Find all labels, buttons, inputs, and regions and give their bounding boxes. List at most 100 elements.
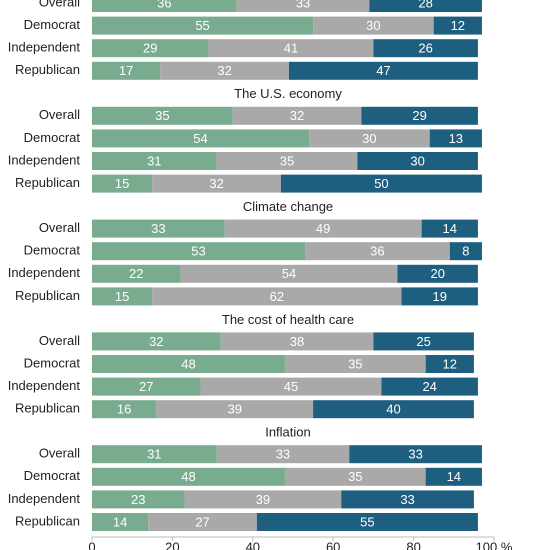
value-label: 32 <box>209 176 223 191</box>
bar-segment <box>429 129 482 148</box>
value-label: 32 <box>290 108 304 123</box>
value-label: 55 <box>360 514 374 529</box>
bar-segment <box>152 287 402 306</box>
value-label: 20 <box>430 266 444 281</box>
category-label: Independent <box>8 40 81 55</box>
bar-segment <box>92 445 217 464</box>
bar-segment <box>232 106 362 125</box>
bar-segment <box>220 332 374 351</box>
x-tick-label: 0 <box>88 539 95 550</box>
value-label: 29 <box>412 108 426 123</box>
value-label: 16 <box>117 402 131 417</box>
category-label: Democrat <box>24 468 81 483</box>
value-label: 31 <box>147 447 161 462</box>
category-label: Democrat <box>24 243 81 258</box>
value-label: 14 <box>447 469 461 484</box>
bar-segment <box>92 467 285 486</box>
value-label: 54 <box>193 131 207 146</box>
category-label: Overall <box>39 446 80 461</box>
category-label: Overall <box>39 333 80 348</box>
bar-segment <box>152 174 281 193</box>
bar-segment <box>184 490 342 509</box>
value-label: 36 <box>370 244 384 259</box>
value-label: 32 <box>149 334 163 349</box>
bar-segment <box>373 332 474 351</box>
bar-segment <box>236 0 370 12</box>
x-tick-label: 100 % <box>476 539 513 550</box>
bar-segment <box>92 490 185 509</box>
category-label: Overall <box>39 107 80 122</box>
value-label: 54 <box>282 266 296 281</box>
value-label: 49 <box>316 221 330 236</box>
bar-segment <box>92 129 310 148</box>
value-label: 12 <box>451 18 465 33</box>
bar-segment <box>148 513 257 531</box>
bar-segment <box>309 129 430 148</box>
bar-segment <box>256 513 478 531</box>
value-label: 33 <box>408 447 422 462</box>
bar-segment <box>284 355 426 373</box>
category-label: Democrat <box>24 355 81 370</box>
value-label: 50 <box>374 176 388 191</box>
bar-segment <box>449 242 482 261</box>
bar-segment <box>92 106 233 125</box>
category-label: Republican <box>15 513 80 528</box>
bar-segment <box>156 400 314 419</box>
value-label: 27 <box>195 514 209 529</box>
bar-segment <box>200 377 382 396</box>
group-title: The cost of health care <box>222 312 354 327</box>
value-label: 27 <box>139 379 153 394</box>
value-label: 28 <box>418 0 432 10</box>
category-label: Republican <box>15 288 80 303</box>
bar-segment <box>433 16 482 35</box>
value-label: 48 <box>181 356 195 371</box>
value-label: 19 <box>432 289 446 304</box>
category-label: Overall <box>39 0 80 9</box>
bar-segment <box>349 445 482 464</box>
bar-segment <box>92 219 225 238</box>
value-label: 40 <box>386 402 400 417</box>
value-label: 38 <box>290 334 304 349</box>
value-label: 33 <box>276 447 290 462</box>
bar-segment <box>224 219 422 238</box>
value-label: 32 <box>217 63 231 78</box>
value-label: 35 <box>280 153 294 168</box>
bar-segment <box>92 0 237 12</box>
bar-segment <box>216 445 350 464</box>
value-label: 39 <box>227 402 241 417</box>
bar-segment <box>381 377 478 396</box>
bar-segment <box>92 377 201 396</box>
bar-segment <box>397 264 478 283</box>
bar-segment <box>373 39 478 58</box>
group-title: Climate change <box>243 199 333 214</box>
value-label: 25 <box>416 334 430 349</box>
category-label: Independent <box>8 265 81 280</box>
x-tick-label: 20 <box>165 539 179 550</box>
value-label: 30 <box>410 153 424 168</box>
bar-segment <box>313 400 474 419</box>
bar-segment <box>421 219 478 238</box>
bar-segment <box>284 467 426 486</box>
value-label: 12 <box>443 356 457 371</box>
group-title: The U.S. economy <box>234 86 342 101</box>
value-label: 22 <box>129 266 143 281</box>
value-label: 41 <box>284 41 298 56</box>
category-label: Republican <box>15 401 80 416</box>
value-label: 55 <box>195 18 209 33</box>
bar-segment <box>92 400 157 419</box>
value-label: 14 <box>113 514 127 529</box>
bar-segment <box>425 467 482 486</box>
value-label: 17 <box>119 63 133 78</box>
value-label: 35 <box>155 108 169 123</box>
bar-segment <box>92 513 149 531</box>
bar-segment <box>92 355 285 373</box>
bar-segment <box>92 61 161 80</box>
value-label: 24 <box>422 379 436 394</box>
category-label: Independent <box>8 152 81 167</box>
value-label: 33 <box>296 0 310 10</box>
category-label: Independent <box>8 491 81 506</box>
bar-segment <box>92 174 153 193</box>
value-label: 35 <box>348 469 362 484</box>
bar-segment <box>92 16 314 35</box>
value-label: 31 <box>147 153 161 168</box>
